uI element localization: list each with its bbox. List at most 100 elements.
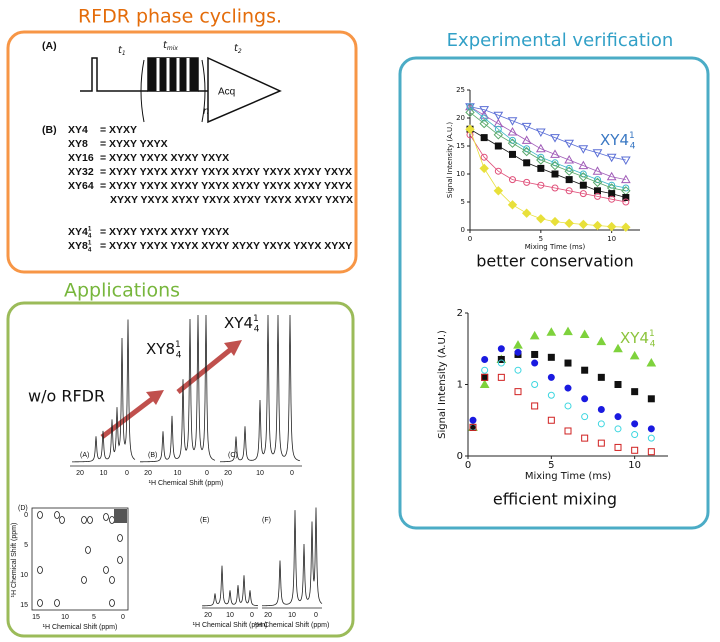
marker: [494, 142, 502, 150]
cross-peak: [37, 599, 43, 607]
marker: [523, 159, 531, 167]
marker: [547, 373, 555, 381]
marker: [579, 190, 587, 198]
label-a: (A): [42, 40, 57, 52]
y-tick-label: 0: [461, 226, 465, 234]
spectrum-tick: 10: [174, 470, 182, 477]
marker: [620, 156, 631, 166]
marker: [563, 326, 573, 336]
panel-label: (E): [200, 517, 209, 524]
xy8-label-sub: 4: [176, 350, 182, 360]
cross-peak: [37, 511, 43, 519]
cross-peak: [37, 566, 43, 574]
marker: [493, 186, 504, 196]
marker: [564, 139, 575, 149]
supercycle-name-sub: 4: [88, 232, 92, 239]
marker: [564, 384, 572, 392]
marker: [497, 359, 505, 367]
marker: [608, 195, 616, 203]
marker: [507, 117, 518, 126]
marker: [578, 145, 589, 154]
panel-label: (A): [80, 452, 89, 459]
marker: [564, 166, 574, 176]
marker: [480, 134, 488, 142]
marker: [523, 178, 531, 186]
x-tick-label: 10: [607, 235, 616, 243]
marker: [631, 388, 639, 396]
marker: [581, 413, 589, 421]
seq-def: = XYXY: [100, 124, 137, 136]
marker: [497, 355, 505, 363]
spectrum-tick: 20: [224, 470, 232, 477]
diagonal-peak: [114, 509, 127, 523]
panel-label: (B): [148, 452, 157, 459]
marker: [596, 336, 607, 346]
marker: [480, 153, 488, 161]
marker: [514, 388, 522, 396]
marker: [646, 358, 657, 367]
marker: [535, 128, 546, 138]
annotation-sup: 1: [649, 328, 655, 338]
marker: [550, 134, 560, 143]
marker: [497, 373, 505, 381]
marker: [479, 163, 489, 174]
spectrum-tick: 0: [125, 470, 129, 477]
marker: [581, 366, 589, 374]
tick-2d-x: 15: [32, 614, 40, 621]
marker: [592, 177, 603, 188]
seq-name: XY16: [68, 152, 94, 164]
marker: [614, 381, 622, 388]
marker: [481, 355, 489, 363]
phase-title: RFDR phase cyclings.: [78, 6, 282, 28]
marker: [597, 439, 605, 447]
x-tick-label: 5: [539, 235, 543, 243]
marker: [592, 220, 603, 231]
spectrum-tick: 0: [250, 612, 254, 619]
xy4-label-base: XY4: [224, 314, 253, 332]
wo-rfdr: w/o RFDR: [28, 387, 105, 406]
panel-label: (F): [262, 517, 271, 524]
verification-box: [398, 56, 710, 530]
marker: [621, 222, 631, 232]
marker: [497, 345, 505, 353]
y-tick-label: 5: [461, 198, 465, 206]
t2-base: t: [234, 43, 239, 54]
x-label-2d: ¹H Chemical Shift (ppm): [43, 624, 118, 631]
spectrum: [139, 314, 216, 463]
marker: [509, 176, 516, 184]
marker: [465, 107, 475, 118]
cross-peak: [81, 516, 87, 524]
annotation-sub: 4: [650, 339, 656, 349]
x-tick-label: 5: [548, 460, 554, 471]
marker: [606, 221, 617, 232]
spectrum: [201, 565, 259, 607]
y-tick-label: 2: [457, 308, 463, 319]
tmix: tmix: [163, 40, 178, 52]
xy4-label: XY41 4: [224, 313, 260, 334]
marker: [536, 155, 546, 165]
spectrum-tick: 0: [205, 470, 209, 477]
tmix-sub: mix: [167, 45, 179, 52]
marker: [521, 208, 532, 218]
marker: [578, 172, 589, 182]
marker: [631, 431, 639, 439]
supercycle-name-sub: 4: [88, 246, 92, 253]
x-tick-label: 0: [468, 235, 472, 243]
marker: [507, 138, 518, 148]
marker: [466, 103, 474, 111]
marker: [481, 373, 489, 381]
cross-peak: [54, 599, 60, 607]
marker: [547, 416, 555, 424]
annotation-sup: 1: [629, 130, 635, 140]
marker: [550, 149, 560, 158]
marker: [493, 111, 504, 121]
seq-def: = XYXY YXYX: [100, 138, 168, 150]
marker: [494, 167, 502, 175]
marker: [469, 423, 477, 431]
marker: [597, 420, 605, 428]
tick-2d-x: 10: [61, 614, 69, 621]
supercycle-def: = XYXY YXYX XYXY YXYX: [100, 226, 229, 238]
y-tick-label: 15: [456, 142, 465, 150]
marker: [531, 350, 539, 358]
